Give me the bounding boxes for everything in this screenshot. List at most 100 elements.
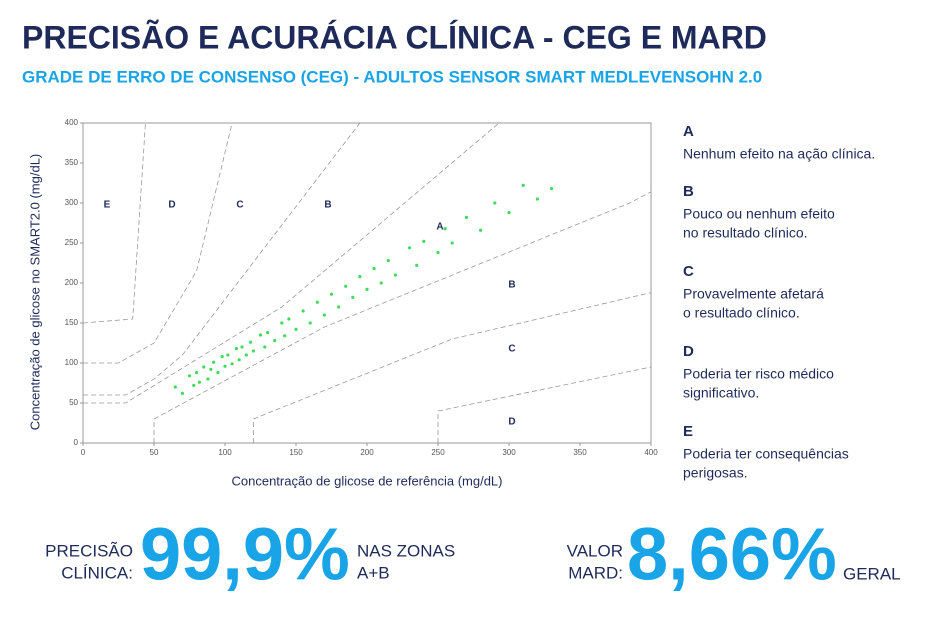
zone-label: E	[104, 200, 111, 211]
zone-boundary	[437, 366, 652, 443]
data-point	[358, 275, 362, 279]
data-point	[212, 360, 216, 364]
data-point	[220, 355, 224, 359]
data-point	[263, 345, 267, 349]
data-point	[464, 215, 468, 219]
data-point	[415, 263, 419, 267]
title: PRECISÃO E ACURÁCIA CLÍNICA - CEG E MARD	[22, 19, 767, 55]
x-tick-label: 150	[289, 448, 303, 457]
data-point	[197, 380, 202, 384]
legend-description: significativo.	[683, 385, 759, 401]
data-point	[283, 334, 287, 338]
data-point	[280, 321, 284, 325]
data-point	[294, 327, 298, 331]
zone-label: B	[508, 280, 515, 291]
zone-label: D	[168, 200, 175, 211]
data-point	[226, 353, 230, 357]
legend-description: no resultado clínico.	[683, 225, 808, 241]
data-point	[372, 267, 376, 271]
data-point	[386, 259, 390, 263]
data-point	[422, 239, 426, 243]
legend-letter: D	[683, 343, 694, 360]
zone-boundary	[82, 122, 146, 324]
data-point	[206, 377, 210, 381]
y-tick-label: 50	[69, 398, 78, 407]
zone-label: C	[508, 344, 515, 355]
x-tick-label: 0	[81, 448, 86, 457]
stat-label: MARD:	[568, 563, 623, 582]
data-point	[180, 391, 184, 395]
legend-letter: E	[683, 423, 693, 440]
data-point	[244, 353, 248, 357]
stat-label: PRECISÃO	[45, 541, 133, 560]
legend-description: perigosas.	[683, 465, 748, 481]
data-point	[379, 281, 383, 285]
data-point	[450, 241, 454, 245]
y-tick-label: 150	[65, 318, 79, 327]
data-point	[287, 317, 291, 321]
zone-boundary	[83, 122, 361, 396]
zone-label: C	[236, 200, 243, 211]
subtitle: GRADE DE ERRO DE CONSENSO (CEG) - ADULTO…	[22, 67, 762, 86]
data-point	[234, 347, 238, 351]
plot-frame	[82, 122, 652, 444]
zone-boundary	[153, 191, 652, 443]
data-point	[266, 331, 270, 335]
zone-label: A	[436, 222, 443, 233]
x-tick-label: 50	[150, 448, 159, 457]
stat-label: CLÍNICA:	[61, 563, 133, 582]
legend-letter: B	[683, 183, 694, 200]
data-point	[493, 201, 497, 205]
stat-value: 99,9%	[140, 513, 350, 596]
y-tick-label: 100	[65, 358, 79, 367]
x-tick-label: 100	[218, 448, 232, 457]
y-tick-label: 300	[65, 198, 79, 207]
data-point	[365, 287, 369, 291]
data-point	[308, 321, 312, 325]
data-point	[344, 284, 348, 288]
data-point	[393, 273, 397, 277]
x-tick-label: 250	[431, 448, 445, 457]
zone-boundary	[83, 122, 500, 404]
x-tick-label: 350	[573, 448, 587, 457]
data-point	[192, 383, 196, 387]
x-tick-label: 200	[360, 448, 374, 457]
legend-description: o resultado clínico.	[683, 305, 800, 321]
data-point	[301, 309, 305, 313]
legend-description: Poderia ter risco médico	[683, 366, 834, 382]
data-point	[195, 371, 199, 375]
legend-description: Poderia ter consequências	[683, 446, 849, 462]
data-point	[443, 227, 447, 231]
zone-label: D	[508, 417, 515, 428]
data-point	[237, 358, 241, 362]
data-point	[507, 211, 511, 215]
legend-letter: C	[683, 263, 694, 280]
x-tick-label: 400	[644, 448, 658, 457]
data-point	[230, 362, 234, 366]
legend-description: Nenhum efeito na ação clínica.	[683, 146, 875, 162]
data-point	[273, 339, 277, 343]
y-tick-label: 250	[65, 238, 79, 247]
data-point	[173, 385, 177, 389]
data-point	[322, 313, 326, 317]
data-point	[187, 374, 192, 378]
data-point	[240, 345, 244, 349]
data-point	[535, 197, 540, 201]
legend-description: Provavelmente afetará	[683, 286, 824, 302]
stat-note: A+B	[357, 563, 390, 582]
data-point	[258, 333, 263, 337]
data-point	[521, 183, 525, 187]
zone-boundary	[252, 292, 652, 443]
data-point	[251, 349, 255, 353]
data-point	[337, 305, 341, 309]
data-point	[329, 292, 334, 296]
stat-note: GERAL	[843, 564, 901, 583]
zone-label: B	[324, 200, 331, 211]
data-point	[550, 187, 554, 191]
data-point	[408, 246, 412, 250]
data-point	[209, 367, 213, 371]
stat-label: VALOR	[567, 541, 623, 560]
x-tick-label: 300	[502, 448, 516, 457]
data-point	[248, 340, 253, 344]
